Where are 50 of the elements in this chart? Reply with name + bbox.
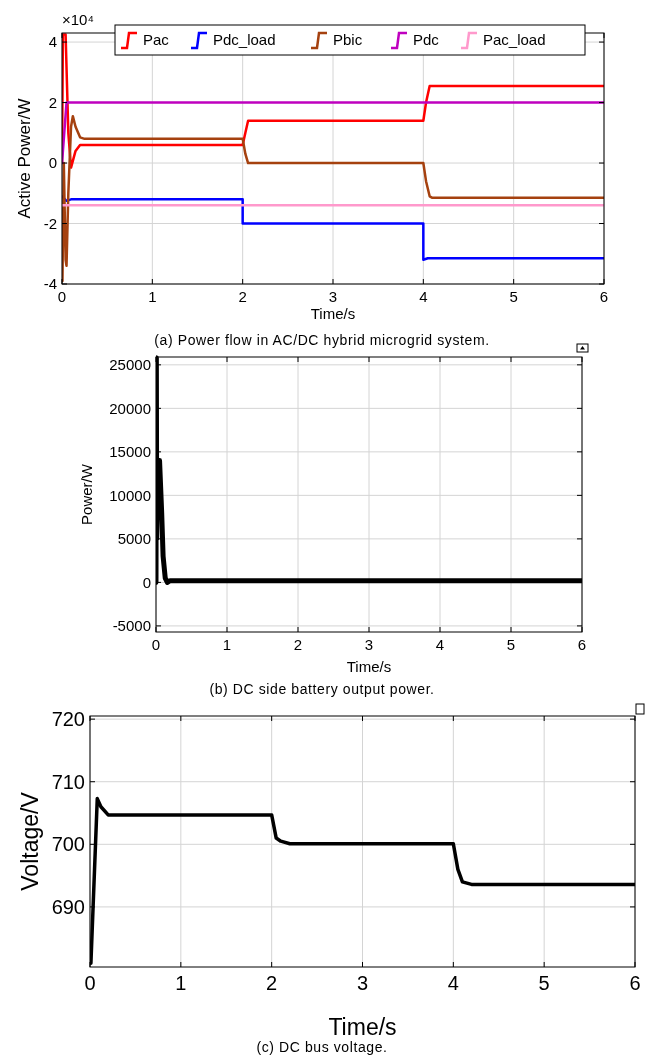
x-tick-label: 5 [538, 972, 550, 994]
y-axis-title: Voltage/V [17, 791, 43, 891]
x-tick-label: 5 [509, 288, 518, 305]
legend-label: Pdc [413, 31, 440, 49]
x-tick-label: 4 [419, 288, 428, 305]
text: (a) Power flow in AC/DC hybrid microgrid system. [154, 332, 490, 348]
x-tick-label: 4 [447, 972, 459, 994]
y-tick-label: 20000 [109, 399, 151, 417]
x-tick-label: 6 [599, 288, 609, 305]
y-tick-label: 25000 [109, 356, 151, 374]
text: (c) DC bus voltage. [256, 1039, 388, 1055]
x-tick-label: 2 [293, 636, 303, 653]
y-tick-label: -2 [43, 214, 57, 232]
legend-label: Pac [143, 31, 170, 49]
x-tick-label: 6 [577, 636, 587, 653]
x-tick-label: 3 [364, 636, 374, 653]
y-tick-label: 710 [51, 770, 85, 793]
y-tick-label: 690 [51, 895, 85, 918]
y-tick-label: 0 [48, 154, 57, 172]
x-tick-label: 4 [435, 636, 445, 653]
x-tick-label: 2 [238, 288, 247, 305]
legend-label: Pdc_load [213, 31, 276, 49]
legend-label: Pac_load [483, 31, 546, 49]
x-axis-title: Time/s [328, 1014, 397, 1040]
x-tick-label: 1 [175, 972, 187, 994]
line-series [62, 33, 604, 169]
y-tick-label: 700 [51, 833, 85, 856]
x-tick-label: 6 [629, 972, 641, 994]
x-axis-title: Time/s [346, 658, 392, 675]
x-tick-label: 3 [328, 288, 338, 305]
y-tick-label: 10000 [109, 486, 151, 504]
x-tick-label: 5 [506, 636, 516, 653]
y-tick-label: 4 [48, 33, 57, 51]
y-tick-label: 2 [48, 93, 57, 111]
y-tick-label: 5000 [117, 530, 151, 548]
y-tick-label: 15000 [109, 443, 151, 461]
y-tick-label: -5000 [112, 617, 151, 635]
y-tick-label: 720 [51, 708, 85, 731]
x-tick-label: 1 [148, 288, 157, 305]
y-tick-label: 0 [142, 573, 151, 591]
text: (b) DC side battery output power. [209, 681, 435, 697]
y-axis-title: Power/W [78, 463, 95, 525]
y-axis-title: Active Power/W [15, 98, 34, 219]
text: ×10⁴ [62, 11, 94, 28]
y-tick-label: -4 [43, 275, 57, 293]
x-axis-title: Time/s [310, 305, 356, 322]
x-tick-label: 2 [266, 972, 278, 994]
legend-label: Pbic [333, 31, 363, 49]
x-tick-label: 3 [356, 972, 369, 994]
x-tick-label: 1 [222, 636, 232, 653]
